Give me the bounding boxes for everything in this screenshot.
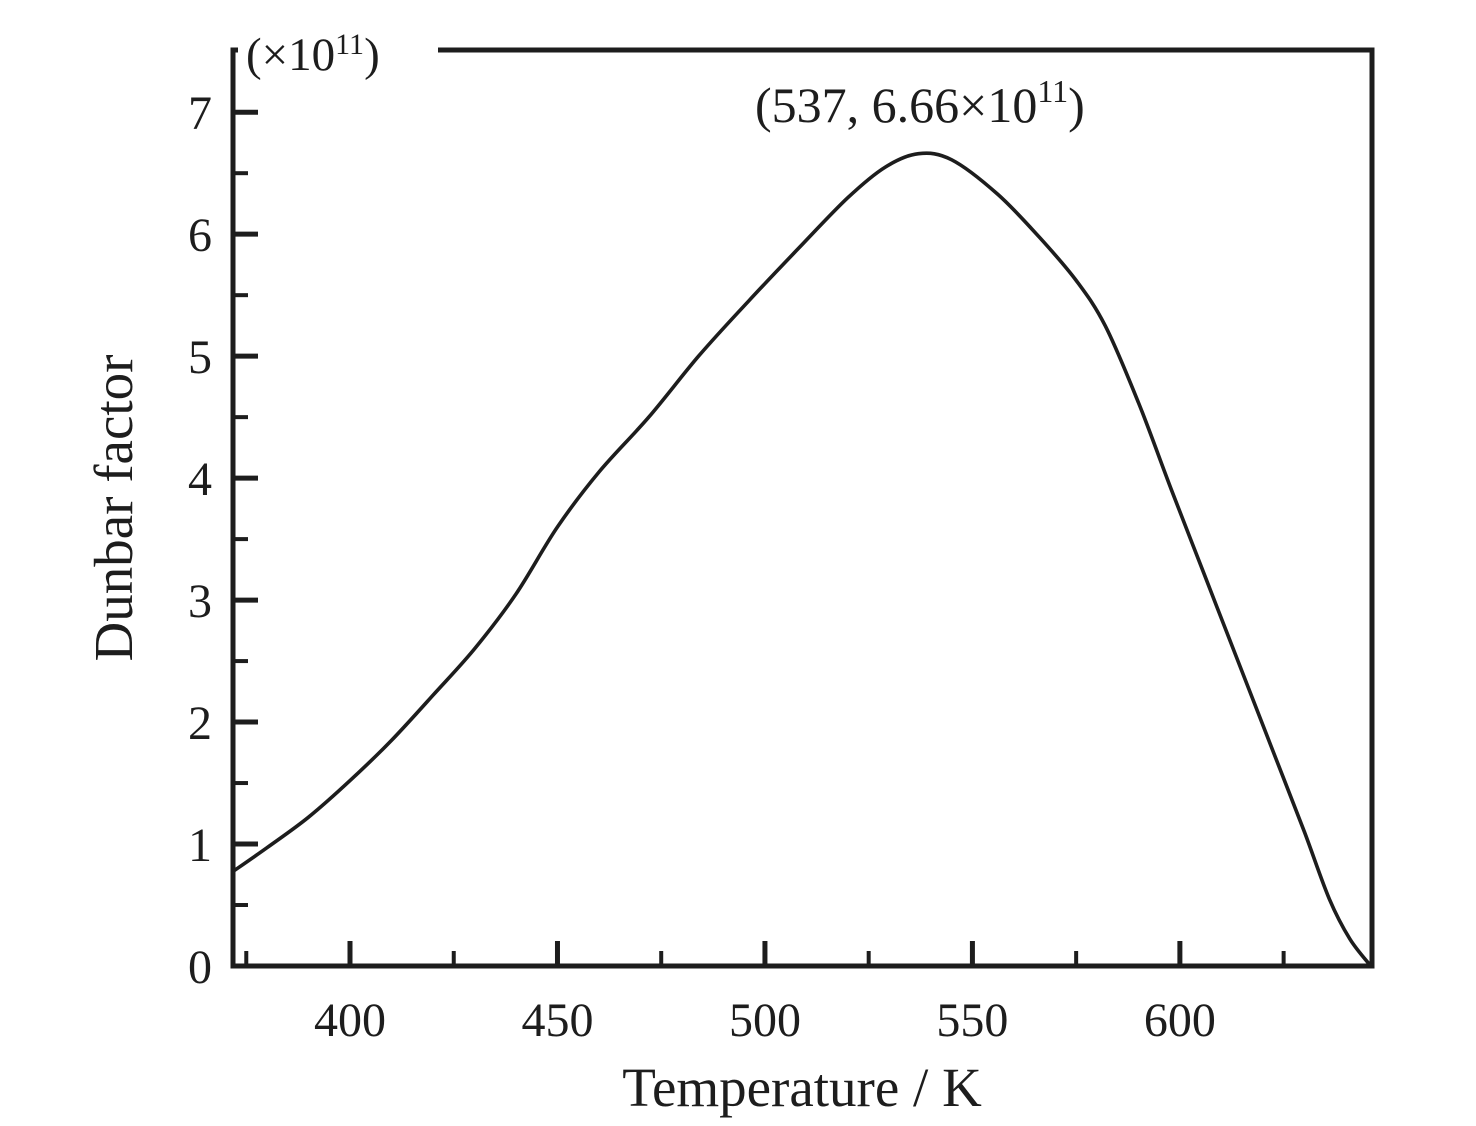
x-tick-label: 550	[936, 994, 1008, 1047]
y-tick-label: 4	[188, 453, 212, 506]
x-tick-label: 500	[729, 994, 801, 1047]
x-axis-ticks	[244, 941, 1286, 964]
plot-border	[230, 47, 1375, 969]
peak-annotation: (537, 6.66×1011)	[755, 73, 1085, 133]
y-tick-label: 5	[188, 331, 212, 384]
x-axis-title: Temperature / K	[622, 1057, 982, 1118]
x-tick-label: 400	[314, 994, 386, 1047]
y-axis-ticks	[235, 109, 258, 969]
x-tick-label: 600	[1144, 994, 1216, 1047]
y-tick-label: 1	[188, 819, 212, 872]
scale-label-mask	[238, 22, 438, 78]
y-axis-tick-labels: 0 1 2 3 4 5 6 7	[188, 87, 212, 994]
y-scale-label: (×1011)	[246, 28, 380, 81]
y-tick-label: 7	[188, 87, 212, 140]
y-tick-label: 6	[188, 209, 212, 262]
y-tick-label: 0	[188, 941, 212, 994]
y-axis-title: Dunbar factor	[83, 355, 144, 662]
x-tick-label: 450	[521, 994, 593, 1047]
y-tick-label: 3	[188, 575, 212, 628]
x-axis-tick-labels: 400 450 500 550 600	[314, 994, 1216, 1047]
y-tick-label: 2	[188, 697, 212, 750]
dunbar-curve	[232, 151, 1373, 968]
